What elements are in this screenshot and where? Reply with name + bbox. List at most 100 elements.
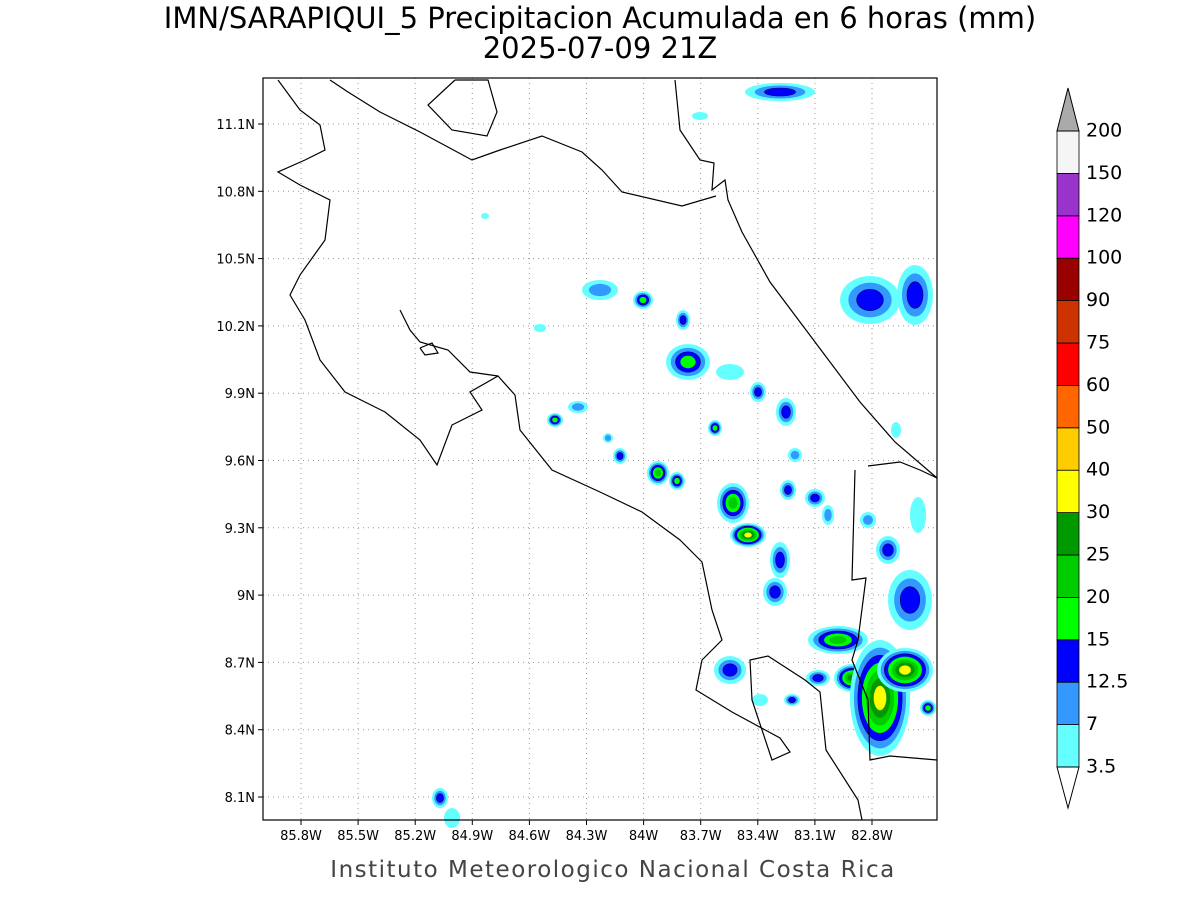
colorbar-box — [1056, 554, 1080, 598]
rain-contour — [824, 508, 832, 522]
y-tick-label: 9.3N — [225, 522, 255, 537]
y-tick-label: 8.4N — [225, 724, 255, 739]
rain-contour — [882, 543, 894, 557]
rain-contour — [754, 387, 762, 397]
rain-contour — [654, 469, 662, 477]
colorbar-box — [1056, 257, 1080, 302]
colorbar-label: 3.5 — [1086, 756, 1116, 778]
rain-contour — [899, 665, 911, 675]
y-tick-label: 11.1N — [216, 118, 255, 133]
rain-contour — [436, 793, 444, 803]
colorbar-label: 50 — [1086, 416, 1110, 438]
colorbar-box — [1056, 130, 1080, 174]
rain-contour — [873, 685, 887, 711]
rain-contour — [692, 112, 708, 120]
rain-contour — [810, 493, 820, 503]
rain-contour — [604, 434, 612, 442]
nicaragua-border — [329, 79, 717, 207]
rain-contour — [906, 281, 924, 309]
x-tick-label: 83.4W — [737, 829, 779, 844]
colorbar-box — [1056, 639, 1080, 683]
map-frame — [262, 77, 938, 821]
x-tick-label: 85.8W — [280, 829, 322, 844]
rain-contour — [674, 477, 680, 485]
colorbar-label: 40 — [1086, 459, 1110, 481]
rain-contour — [716, 364, 744, 380]
rain-contour — [680, 355, 696, 369]
x-tick-label: 84.6W — [508, 829, 550, 844]
rain-contour — [781, 405, 791, 419]
rain-contour — [744, 532, 752, 538]
colorbar-label: 100 — [1086, 247, 1122, 269]
colorbar-box — [1056, 427, 1080, 471]
panama-border — [867, 461, 938, 479]
title: IMN/SARAPIQUI_5 Precipitacion Acumulada … — [164, 1, 1036, 35]
x-tick-label: 82.8W — [851, 829, 893, 844]
colorbar-label: 30 — [1086, 501, 1110, 523]
colorbar-label: 12.5 — [1086, 671, 1128, 693]
colorbar-label: 15 — [1086, 628, 1110, 650]
colorbar-label: 7 — [1086, 713, 1098, 735]
rain-contour — [616, 452, 624, 460]
y-tick-label: 9N — [237, 589, 255, 604]
colorbar-box — [1056, 384, 1080, 429]
colorbar-label: 25 — [1086, 544, 1110, 566]
rain-contour — [728, 497, 738, 509]
y-tick-label: 8.7N — [225, 656, 255, 671]
rain-contour — [788, 697, 796, 703]
x-tick-label: 85.2W — [394, 829, 436, 844]
colorbar-box — [1056, 342, 1080, 386]
caribbean-coast — [674, 79, 938, 479]
rain-contour — [856, 289, 884, 311]
rain-contour — [829, 636, 847, 644]
x-tick-label: 84.3W — [566, 829, 608, 844]
y-tick-label: 10.8N — [216, 185, 255, 200]
colorbar-box — [1056, 469, 1080, 514]
rain-contour — [769, 585, 781, 599]
rain-contour — [552, 417, 558, 423]
rain-contour — [891, 422, 901, 438]
y-tick-label: 8.1N — [225, 791, 255, 806]
rain-contour — [712, 425, 718, 431]
y-tick-label: 9.9N — [225, 387, 255, 402]
panama-border-2 — [851, 469, 938, 761]
x-tick-label: 83.1W — [794, 829, 836, 844]
rain-contour — [764, 87, 796, 97]
colorbar-box — [1056, 300, 1080, 344]
rain-contour — [444, 808, 460, 828]
subtitle: 2025-07-09 21Z — [483, 31, 718, 65]
footer: Instituto Meteorologico Nacional Costa R… — [330, 857, 895, 883]
x-tick-label: 83.7W — [680, 829, 722, 844]
rain-contour — [863, 515, 873, 525]
rain-contour — [639, 296, 647, 304]
colorbar-box — [1056, 681, 1080, 726]
colorbar-label: 75 — [1086, 332, 1110, 354]
rain-contour — [534, 324, 546, 332]
colorbar-label: 150 — [1086, 162, 1122, 184]
colorbar-box — [1056, 724, 1080, 768]
colorbar-label: 20 — [1086, 586, 1110, 608]
colorbar-box — [1056, 597, 1080, 641]
colorbar-under — [1056, 766, 1080, 810]
rain-contour — [752, 694, 768, 706]
lake-nicaragua — [427, 79, 498, 137]
colorbar-label: 200 — [1086, 120, 1122, 142]
x-tick-label: 84W — [629, 829, 659, 844]
rain-contour — [571, 403, 585, 411]
colorbar-label: 90 — [1086, 289, 1110, 311]
colorbar-box — [1056, 512, 1080, 556]
rain-contour — [925, 705, 931, 711]
colorbar-label: 120 — [1086, 204, 1122, 226]
x-tick-label: 84.9W — [451, 829, 493, 844]
colorbar-over — [1056, 87, 1080, 132]
lake — [419, 342, 439, 356]
rain-contour — [679, 315, 687, 325]
rain-contour — [790, 450, 800, 460]
rain-contour — [722, 663, 738, 677]
rain-contour — [481, 213, 489, 219]
graticule: 85.8W 85.5W 85.2W 84.9W 84.6W 84.3W 84W 83.7W 83… — [216, 78, 937, 844]
y-tick-label: 10.2N — [216, 320, 255, 335]
colorbar: 3.5 7 12.5 15 20 25 30 40 50 60 75 90 100 120 150 200 — [1056, 87, 1128, 810]
rain-contour — [784, 485, 792, 495]
